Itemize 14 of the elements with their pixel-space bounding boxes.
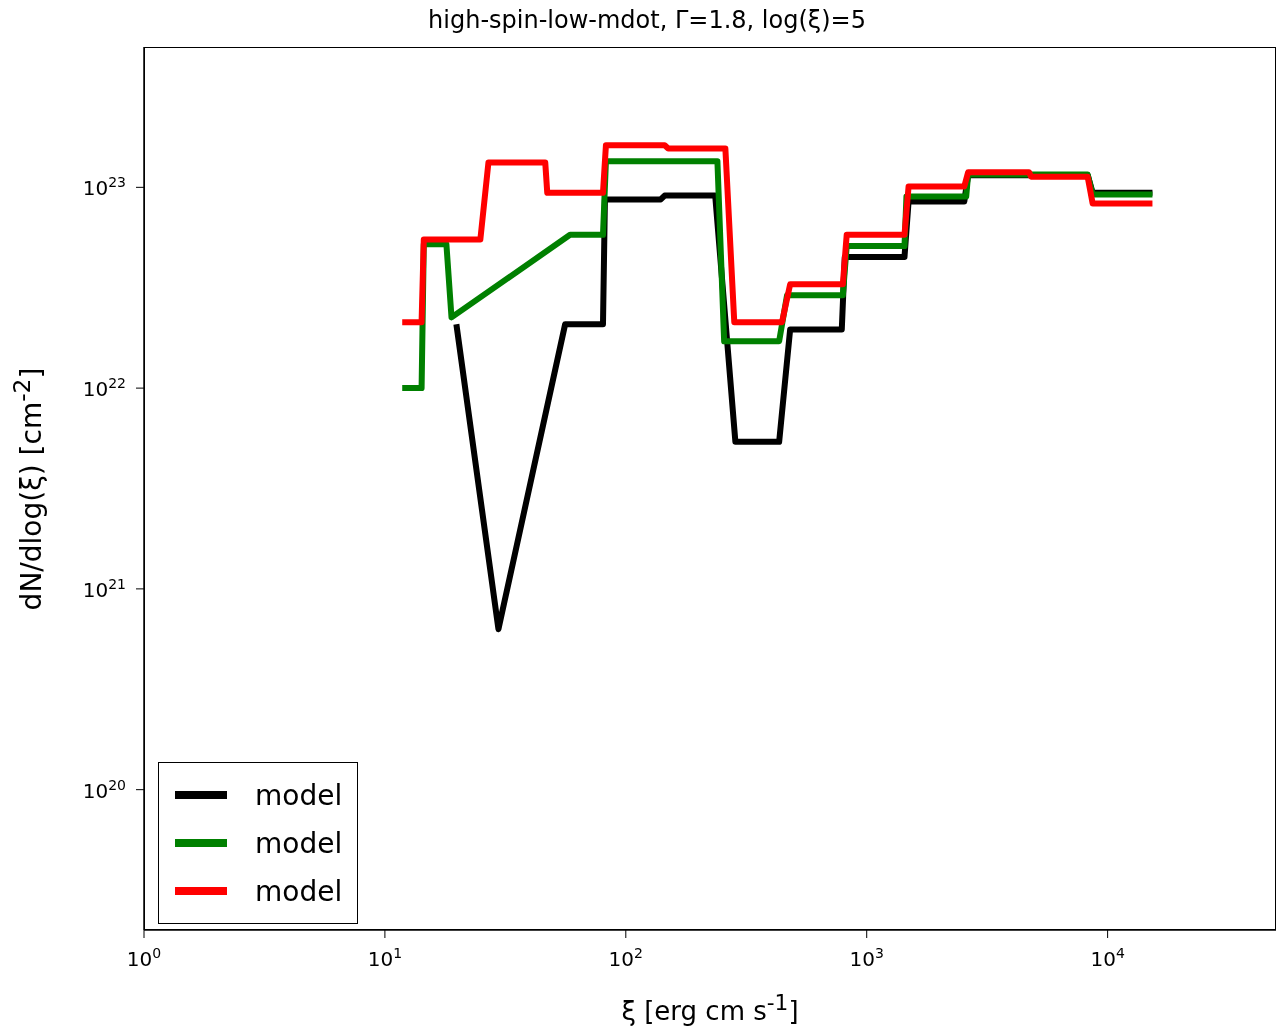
- y-tick-label: 10$^{23}$: [82, 174, 126, 201]
- y-tick-label: 10$^{20}$: [82, 776, 126, 803]
- y-tick-label: 10$^{21}$: [82, 575, 126, 602]
- y-tick-label: 10$^{22}$: [82, 375, 126, 402]
- legend-label: model: [255, 826, 343, 860]
- legend-label: model: [255, 778, 343, 812]
- x-tick-label: 10$^{4}$: [1090, 945, 1125, 971]
- chart-title: high-spin-low-mdot, Γ=1.8, log(ξ)=5: [427, 6, 867, 34]
- x-tick-label: 10$^{0}$: [126, 945, 162, 971]
- legend-label: model: [255, 874, 343, 908]
- x-tick-label: 10$^{1}$: [367, 945, 403, 971]
- x-tick-label: 10$^{3}$: [849, 945, 884, 971]
- x-tick-label: 10$^{2}$: [608, 945, 643, 971]
- x-axis-title: ξ [erg cm s$^{-1}$]: [620, 990, 800, 1026]
